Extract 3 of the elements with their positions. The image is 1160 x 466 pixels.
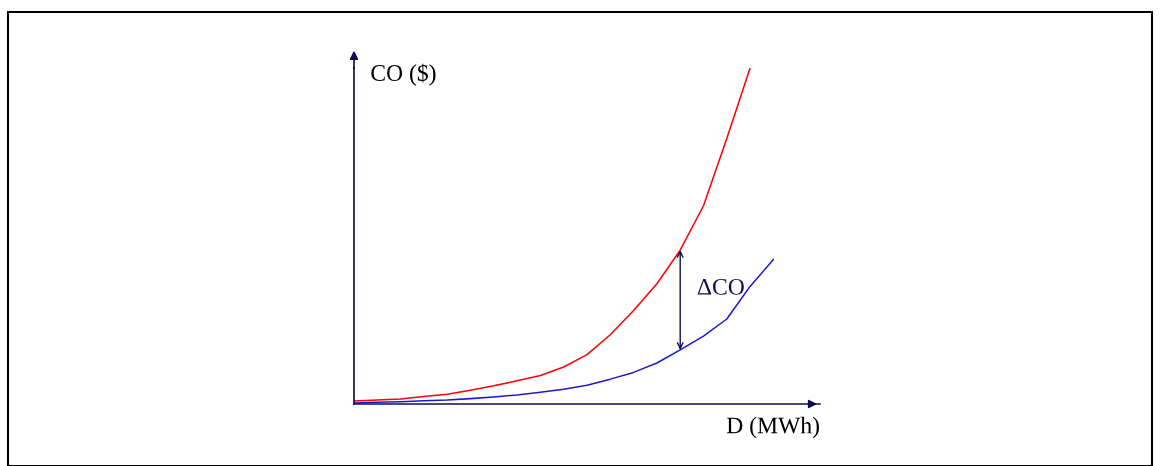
x-axis-title: D (MWh) [726,416,819,439]
y-axis-title: CO ($) [371,63,436,86]
annotation: ΔCO [697,278,744,295]
